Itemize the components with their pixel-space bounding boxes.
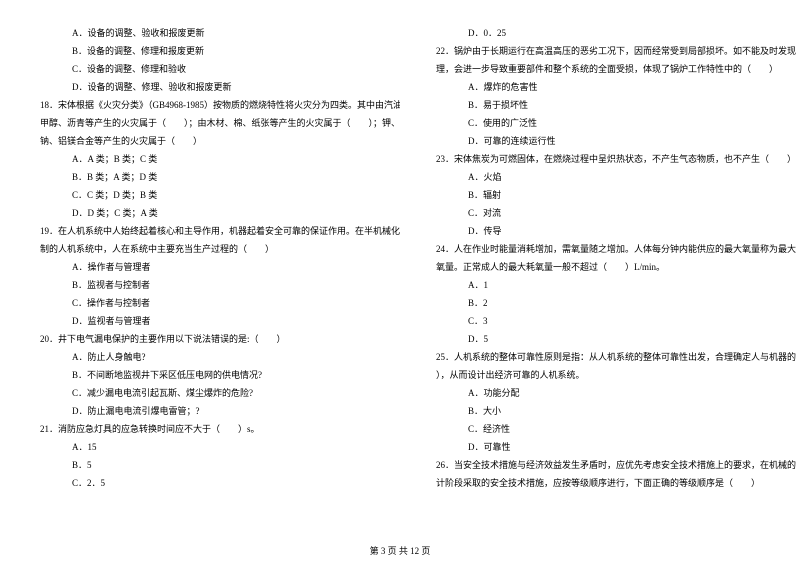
text-line: C．3: [436, 312, 796, 330]
text-line: B．易于损坏性: [436, 96, 796, 114]
text-line: 25．人机系统的整体可靠性原则是指：从人机系统的整体可靠性出发，合理确定人与机器…: [436, 348, 796, 366]
text-line: A．15: [40, 438, 400, 456]
text-line: D．可靠的连续运行性: [436, 132, 796, 150]
text-line: A．防止人身触电?: [40, 348, 400, 366]
text-line: A．A 类；B 类；C 类: [40, 150, 400, 168]
text-line: A．设备的调整、验收和报废更新: [40, 24, 400, 42]
text-line: C．设备的调整、修理和验收: [40, 60, 400, 78]
text-line: B．大小: [436, 402, 796, 420]
text-line: A．爆炸的危害性: [436, 78, 796, 96]
text-line: 19．在人机系统中人始终起着核心和主导作用，机器起着安全可靠的保证作用。在半机械…: [40, 222, 400, 240]
text-line: C．使用的广泛性: [436, 114, 796, 132]
text-line: 氧量。正常成人的最大耗氧量一般不超过（ ）L/min。: [436, 258, 796, 276]
text-line: B．5: [40, 456, 400, 474]
text-line: 制的人机系统中，人在系统中主要充当生产过程的（ ）: [40, 240, 400, 258]
text-line: D．0．25: [436, 24, 796, 42]
text-line: 21．消防应急灯具的应急转换时间应不大于（ ）s。: [40, 420, 400, 438]
text-line: A．操作者与管理者: [40, 258, 400, 276]
text-line: 24．人在作业时能量消耗增加，需氧量随之增加。人体每分钟内能供应的最大氧量称为最…: [436, 240, 796, 258]
text-line: A．1: [436, 276, 796, 294]
text-line: C．操作者与控制者: [40, 294, 400, 312]
text-line: D．5: [436, 330, 796, 348]
text-line: 26．当安全技术措施与经济效益发生矛盾时，应优先考虑安全技术措施上的要求，在机械…: [436, 456, 796, 474]
text-line: D．防止漏电电流引爆电雷管；?: [40, 402, 400, 420]
right-column: D．0．2522．锅炉由于长期运行在高温高压的恶劣工况下，因而经常受到局部损坏。…: [436, 24, 796, 534]
text-line: C．2．5: [40, 474, 400, 492]
text-line: B．设备的调整、修理和报废更新: [40, 42, 400, 60]
text-line: B．不间断地监视井下采区低压电网的供电情况?: [40, 366, 400, 384]
text-line: D．D 类；C 类；A 类: [40, 204, 400, 222]
page-content: A．设备的调整、验收和报废更新B．设备的调整、修理和报废更新C．设备的调整、修理…: [40, 24, 760, 534]
text-line: B．监视者与控制者: [40, 276, 400, 294]
text-line: 钠、铝镁合金等产生的火灾属于（ ）: [40, 132, 400, 150]
text-line: A．功能分配: [436, 384, 796, 402]
text-line: C．经济性: [436, 420, 796, 438]
text-line: D．设备的调整、修理、验收和报废更新: [40, 78, 400, 96]
text-line: 18．宋体根据《火灾分类》（GB4968-1985）按物质的燃烧特性将火灾分为四…: [40, 96, 400, 114]
text-line: B．2: [436, 294, 796, 312]
text-line: A．火焰: [436, 168, 796, 186]
text-line: B．B 类；A 类；D 类: [40, 168, 400, 186]
page-footer: 第 3 页 共 12 页: [0, 544, 800, 557]
text-line: C．减少漏电电流引起瓦斯、煤尘爆炸的危险?: [40, 384, 400, 402]
text-line: C．对流: [436, 204, 796, 222]
text-line: D．监视者与管理者: [40, 312, 400, 330]
left-column: A．设备的调整、验收和报废更新B．设备的调整、修理和报废更新C．设备的调整、修理…: [40, 24, 400, 534]
text-line: C．C 类；D 类；B 类: [40, 186, 400, 204]
text-line: ），从而设计出经济可靠的人机系统。: [436, 366, 796, 384]
text-line: 22．锅炉由于长期运行在高温高压的恶劣工况下，因而经常受到局部损坏。如不能及时发…: [436, 42, 796, 60]
text-line: 理，会进一步导致重要部件和整个系统的全面受损，体现了锅炉工作特性中的（ ）: [436, 60, 796, 78]
text-line: 计阶段采取的安全技术措施，应按等级顺序进行，下面正确的等级顺序是（ ）: [436, 474, 796, 492]
text-line: D．传导: [436, 222, 796, 240]
text-line: B．辐射: [436, 186, 796, 204]
text-line: 20．井下电气漏电保护的主要作用以下说法错误的是:（ ）: [40, 330, 400, 348]
text-line: 甲醇、沥青等产生的火灾属于（ ）；由木材、棉、纸张等产生的火灾属于（ ）；钾、: [40, 114, 400, 132]
text-line: D．可靠性: [436, 438, 796, 456]
text-line: 23．宋体焦炭为可燃固体，在燃烧过程中呈炽热状态，不产生气态物质，也不产生（ ）: [436, 150, 796, 168]
